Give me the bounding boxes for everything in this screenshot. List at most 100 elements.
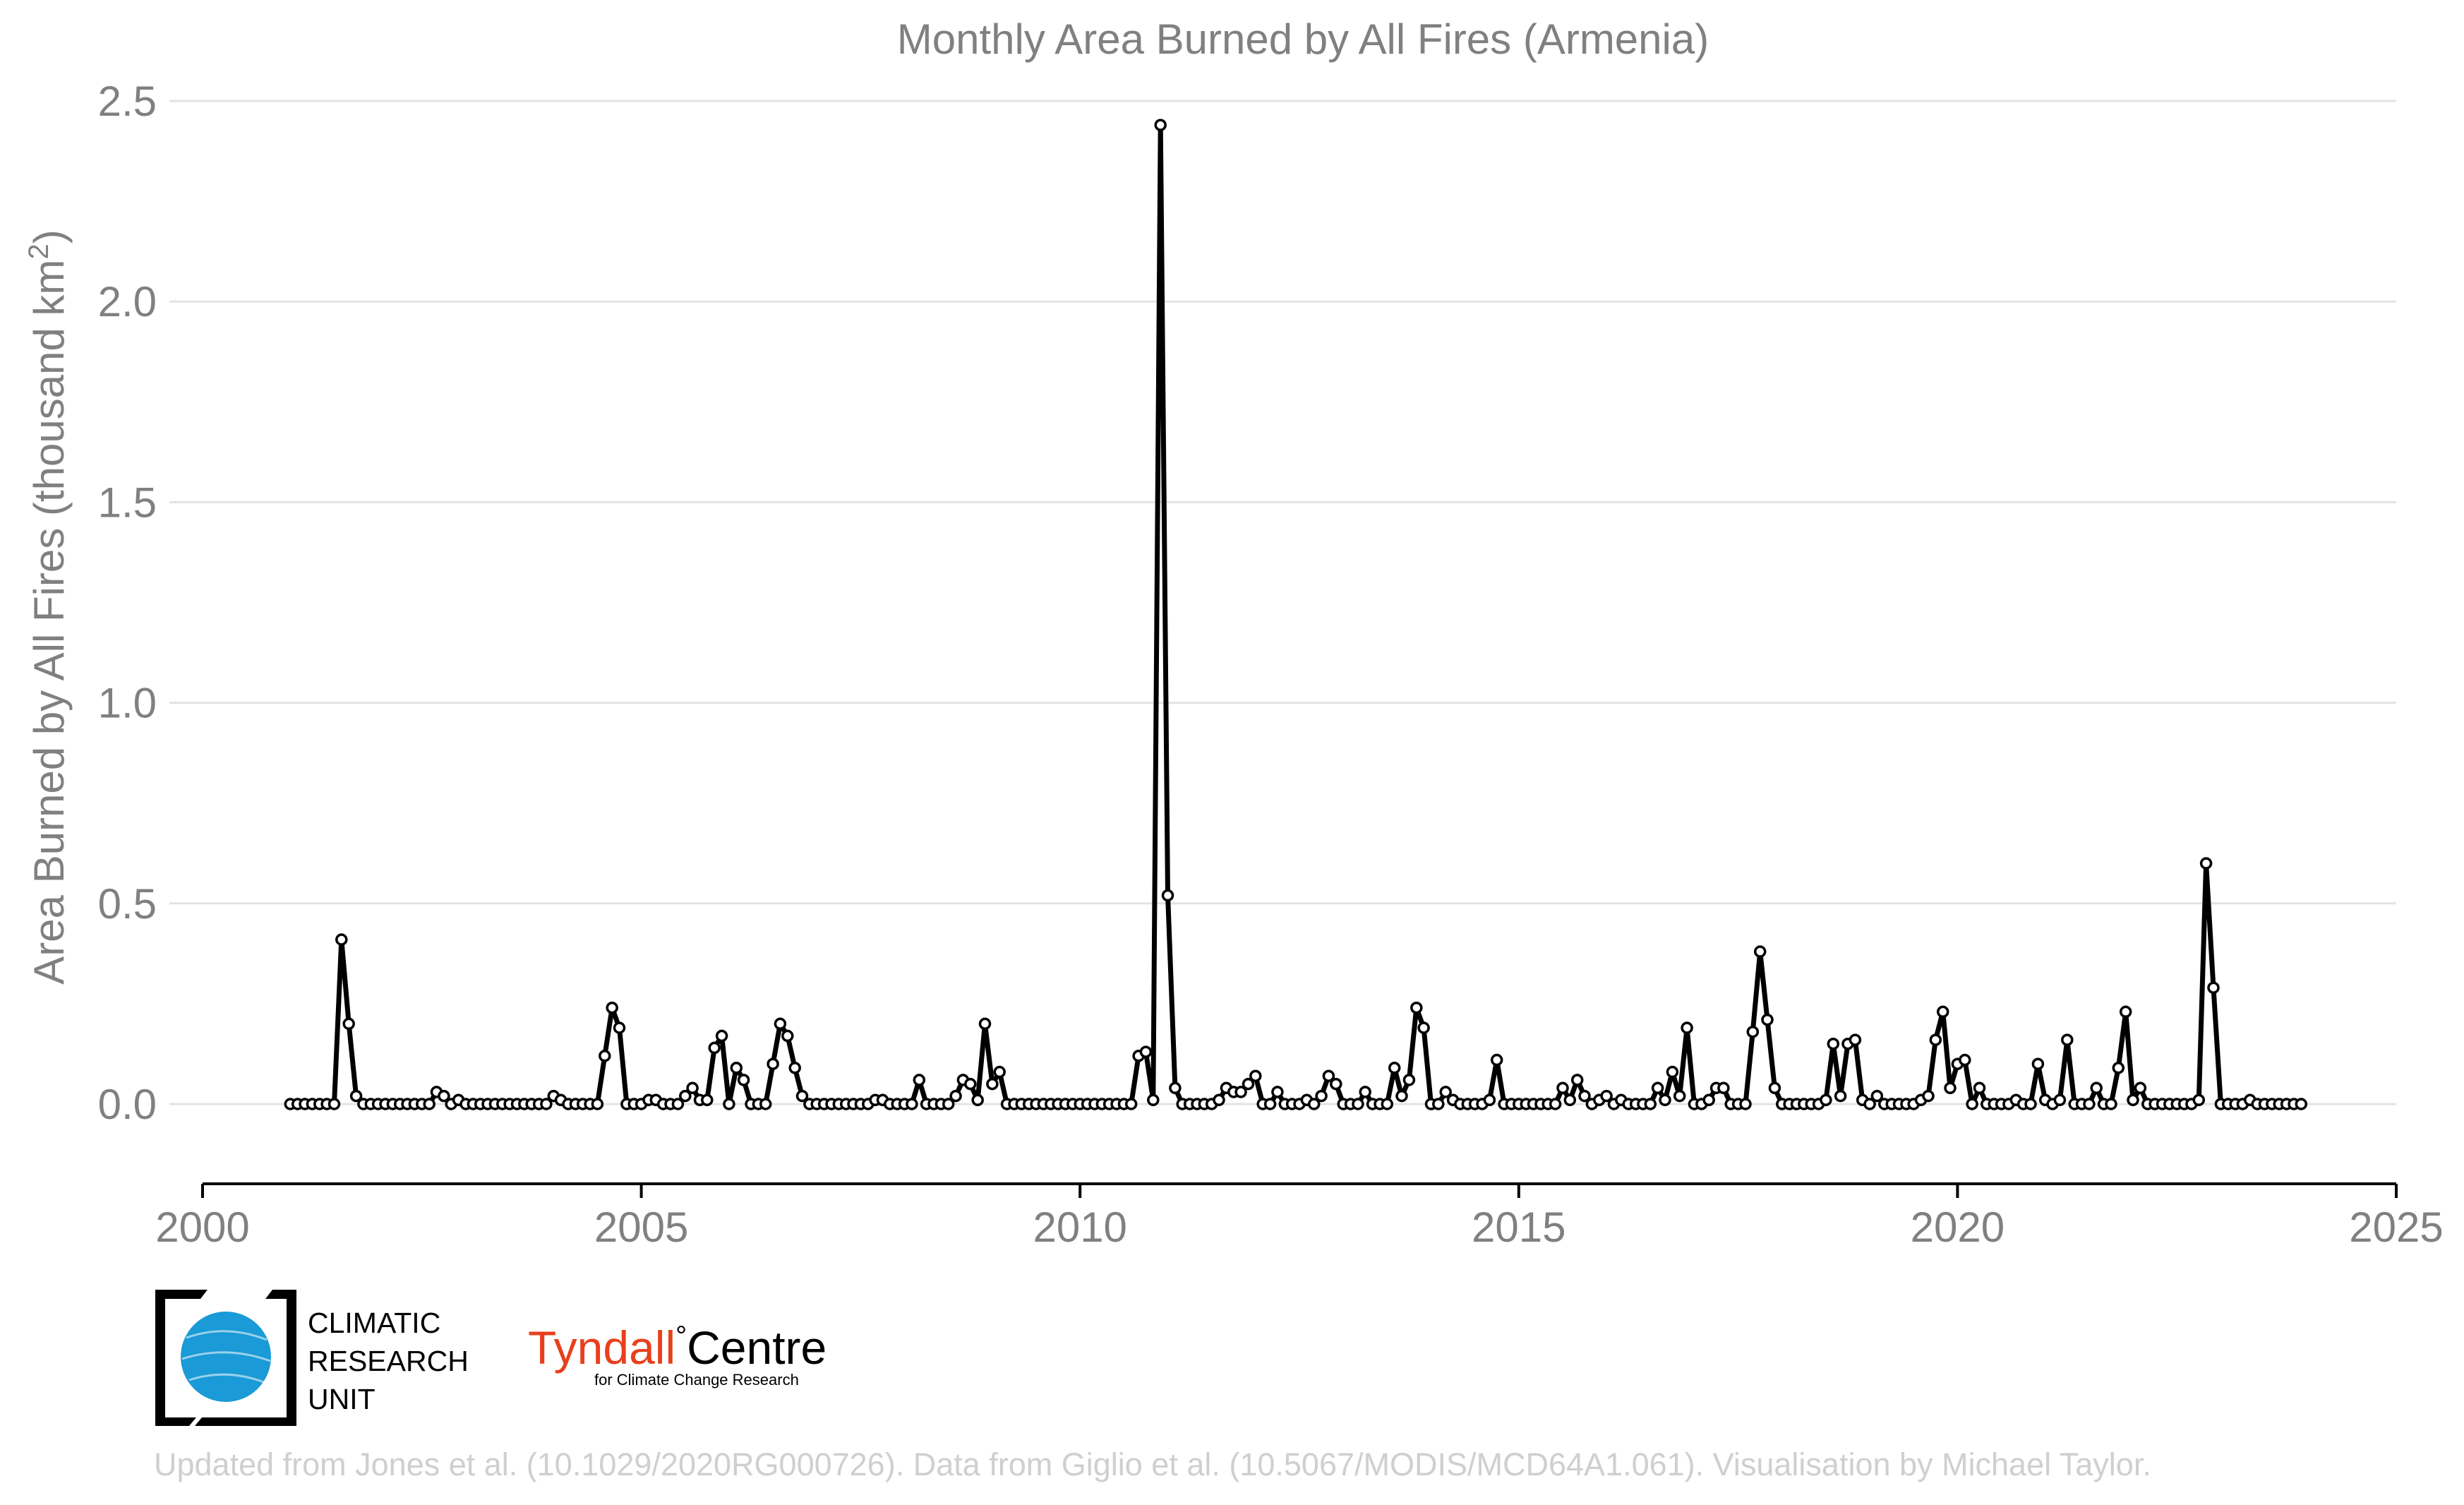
data-point <box>599 1050 611 1062</box>
data-point <box>1234 1086 1247 1098</box>
data-point <box>1570 1074 1584 1086</box>
data-point <box>2031 1057 2045 1070</box>
data-point <box>1563 1093 1577 1107</box>
data-point <box>1746 1025 1760 1038</box>
data-point <box>1271 1086 1284 1098</box>
cru-bracket-left <box>155 1290 208 1426</box>
data-point <box>349 1089 363 1103</box>
series-line <box>290 122 2302 1107</box>
data-point <box>1388 1062 1401 1074</box>
y-axis-label-main: Area Burned by All Fires (thousand km <box>25 260 73 985</box>
data-point <box>2024 1098 2037 1110</box>
tyndall-name: Tyndall <box>528 1321 675 1374</box>
data-point <box>949 1089 962 1103</box>
data-point <box>438 1089 450 1103</box>
data-point <box>686 1081 699 1095</box>
globe-contour-3 <box>188 1373 265 1384</box>
data-point <box>1263 1098 1277 1110</box>
tyndall-centre: Centre <box>687 1321 827 1374</box>
data-point <box>1490 1053 1503 1067</box>
data-point <box>2061 1033 2074 1046</box>
data-point <box>1717 1081 1730 1095</box>
data-point <box>978 1017 992 1031</box>
data-point <box>613 1021 626 1034</box>
y-axis-label-close: ) <box>25 229 73 244</box>
cru-name-line-3: UNIT <box>308 1383 375 1415</box>
data-point <box>1834 1089 1847 1103</box>
data-point <box>2199 857 2213 870</box>
data-point <box>1870 1089 1884 1103</box>
data-point <box>2090 1081 2103 1095</box>
data-point <box>1169 1081 1182 1095</box>
globe-contour-2 <box>181 1351 271 1362</box>
data-point <box>1600 1089 1613 1103</box>
data-point <box>1768 1081 1781 1095</box>
data-point <box>423 1098 435 1110</box>
x-tick-label: 2000 <box>155 1204 249 1251</box>
data-point <box>1147 1093 1160 1107</box>
x-tick-label: 2005 <box>594 1204 688 1251</box>
cru-name-line-2: RESEARCH <box>308 1345 469 1377</box>
x-tick-label: 2015 <box>1472 1204 1565 1251</box>
data-point <box>540 1098 553 1110</box>
data-point <box>788 1062 801 1074</box>
data-point <box>1753 945 1767 958</box>
tyndall-logo: Tyndall°Centre for Climate Change Resear… <box>528 1321 827 1389</box>
data-point <box>679 1089 692 1103</box>
data-point <box>1352 1098 1364 1110</box>
data-point <box>1154 119 1167 131</box>
cru-logo: CLIMATIC RESEARCH UNIT <box>155 1290 469 1426</box>
data-point <box>730 1062 743 1074</box>
data-point <box>1820 1093 1832 1107</box>
data-point <box>2127 1093 2139 1107</box>
data-point <box>913 1074 926 1086</box>
y-tick-label: 1.0 <box>98 680 157 727</box>
credit-text: Updated from Jones et al. (10.1029/2020R… <box>154 1446 2151 1482</box>
data-point <box>1666 1065 1679 1079</box>
data-point <box>1307 1098 1321 1110</box>
data-point <box>971 1093 984 1107</box>
data-point <box>1139 1045 1153 1058</box>
data-point <box>759 1098 772 1110</box>
data-point <box>1651 1081 1664 1095</box>
x-tick-label: 2025 <box>2349 1204 2443 1251</box>
data-point <box>1556 1081 1569 1095</box>
data-point <box>2053 1093 2067 1107</box>
data-point <box>1161 889 1174 902</box>
data-point <box>1929 1033 1942 1046</box>
data-point <box>1315 1089 1328 1103</box>
data-point <box>1439 1086 1452 1098</box>
data-point <box>1681 1021 1693 1034</box>
data-point <box>1322 1069 1335 1082</box>
data-point <box>1644 1098 1657 1110</box>
x-tick-label: 2010 <box>1033 1204 1126 1251</box>
x-axis-ticks: 2000 2005 2010 2015 2020 2025 <box>155 1184 2444 1251</box>
tyndall-degree: ° <box>675 1321 687 1352</box>
data-point <box>1549 1098 1562 1110</box>
y-tick-label: 0.5 <box>98 880 157 928</box>
data-point <box>1959 1053 1971 1067</box>
data-point <box>1249 1069 1262 1082</box>
data-point <box>2295 1098 2308 1110</box>
data-point <box>1410 1001 1423 1014</box>
data-point <box>671 1098 685 1110</box>
data-point <box>701 1093 714 1107</box>
data-point <box>942 1098 955 1110</box>
data-point <box>2207 981 2220 994</box>
data-point <box>1673 1089 1686 1103</box>
data-point <box>737 1074 750 1086</box>
y-tick-label: 1.5 <box>98 479 157 526</box>
data-point <box>1944 1081 1957 1095</box>
data-point <box>1761 1013 1774 1026</box>
data-point <box>327 1098 341 1110</box>
y-tick-label: 2.5 <box>98 78 157 125</box>
data-point <box>342 1017 355 1031</box>
data-point <box>2192 1093 2206 1107</box>
globe-contour-1 <box>186 1330 268 1341</box>
data-point <box>2112 1062 2125 1074</box>
y-axis-label: Area Burned by All Fires (thousand km2) <box>23 229 73 984</box>
data-point <box>1827 1037 1840 1050</box>
data-point <box>606 1001 618 1014</box>
data-point <box>1213 1093 1225 1107</box>
